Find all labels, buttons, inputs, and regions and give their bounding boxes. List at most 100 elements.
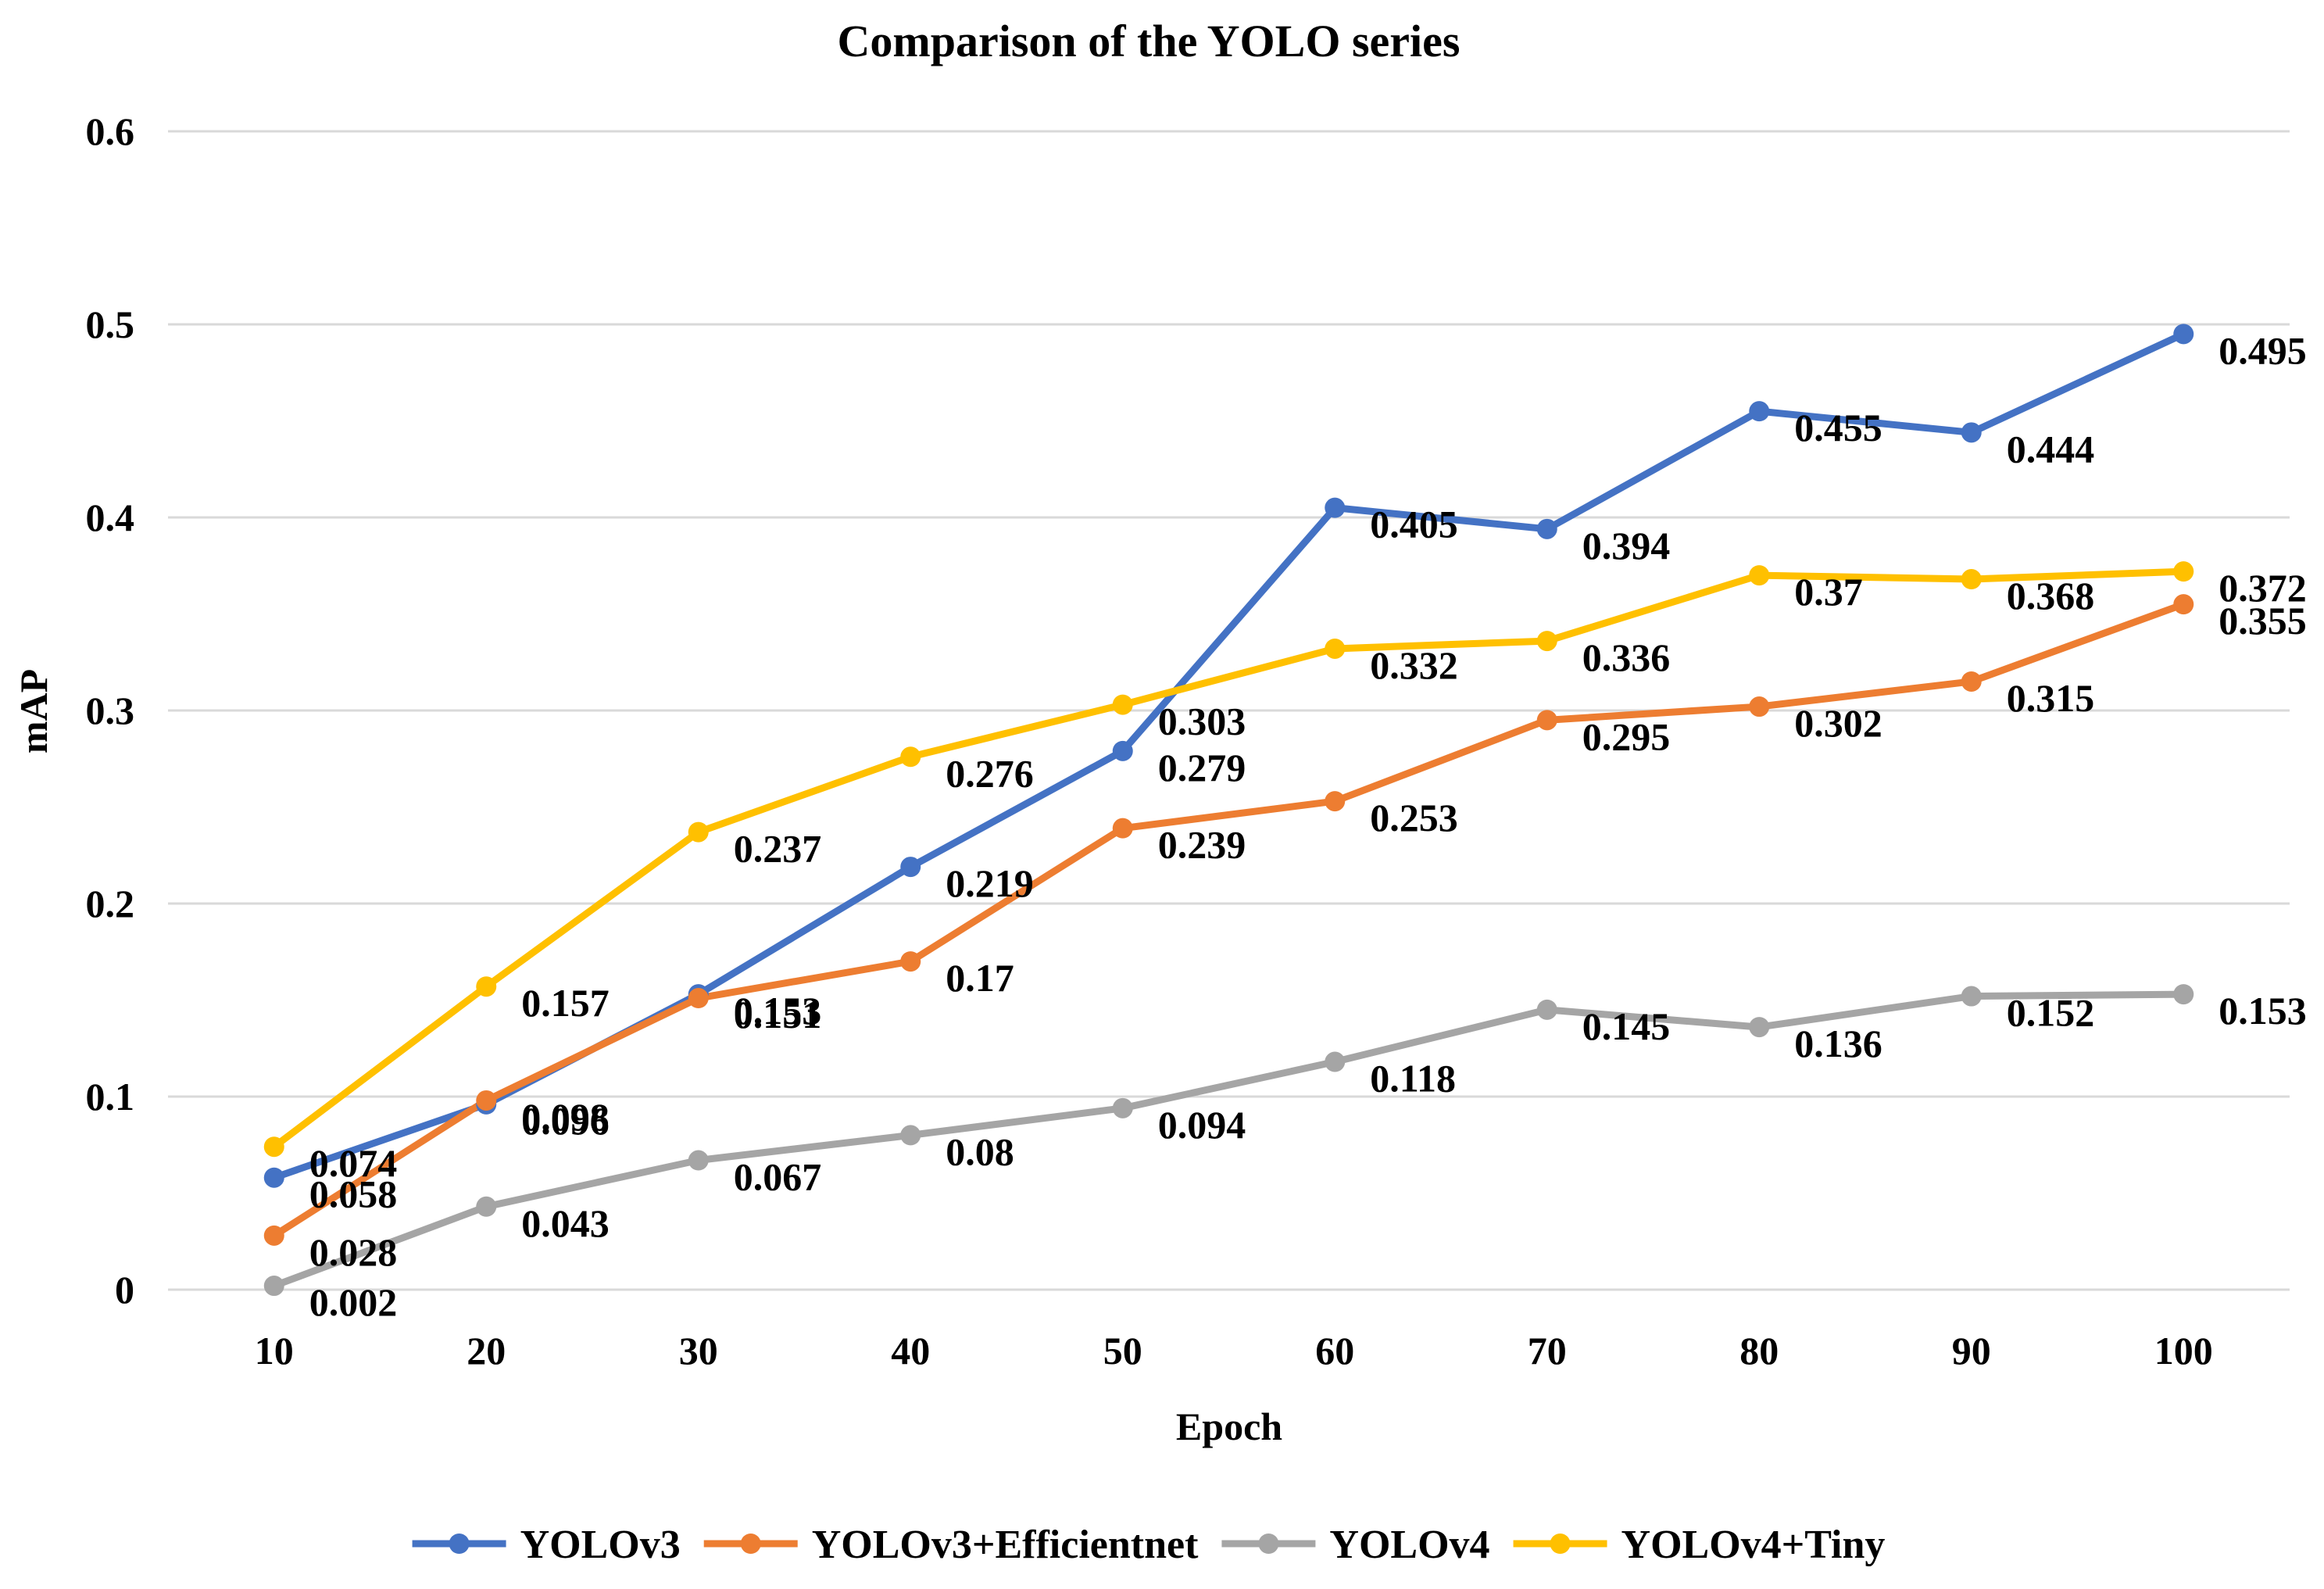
legend-label: YOLOv3 [520,1523,681,1567]
data-point [1961,422,1982,443]
x-tick-label: 60 [1315,1329,1354,1372]
data-label: 0.372 [2219,566,2307,610]
data-label: 0.37 [1794,570,1863,614]
data-label: 0.394 [1582,524,1671,567]
y-axis-label: mAP [12,669,55,753]
data-label: 0.118 [1370,1057,1456,1100]
legend-label: YOLOv4+Tiny [1621,1523,1886,1567]
data-point [2173,324,2194,345]
data-point [900,746,921,768]
y-tick-label: 0 [115,1268,134,1312]
data-point [688,821,709,843]
data-label: 0.17 [946,956,1014,1000]
data-label: 0.145 [1582,1004,1671,1048]
data-label: 0.067 [734,1155,822,1199]
data-label: 0.058 [309,1172,398,1216]
legend-marker [449,1534,470,1554]
data-point [1112,818,1133,839]
x-tick-label: 20 [467,1329,506,1372]
data-label: 0.315 [2007,676,2095,720]
data-label: 0.253 [1370,796,1458,839]
data-label: 0.002 [309,1280,398,1324]
data-point [1112,740,1133,761]
series-line [270,567,2187,1151]
legend-marker [1550,1534,1571,1554]
data-point [2173,561,2194,582]
x-tick-label: 30 [679,1329,718,1372]
data-point [1749,401,1770,422]
data-label: 0.151 [734,993,822,1036]
x-tick-label: 80 [1739,1329,1779,1372]
legend-marker [740,1534,761,1554]
data-point [1961,671,1982,692]
x-tick-label: 90 [1952,1329,1991,1372]
data-point [2173,594,2194,615]
data-label: 0.405 [1370,503,1458,546]
data-label: 0.043 [521,1201,610,1245]
data-point [263,1276,284,1297]
data-label: 0.455 [1794,406,1882,449]
legend-label: YOLOv4 [1329,1523,1489,1567]
data-label: 0.303 [1158,700,1246,743]
data-label: 0.355 [2219,599,2307,642]
y-tick-label: 0.3 [86,689,135,732]
data-point [1536,518,1557,539]
legend-item: YOLOv4+Tiny [1513,1523,1886,1567]
data-label: 0.153 [734,989,822,1032]
data-point [1325,638,1346,659]
data-point [688,988,709,1009]
x-tick-label: 10 [255,1329,294,1372]
data-point [476,976,497,997]
legend-item: YOLOv4 [1221,1523,1490,1567]
data-label: 0.157 [521,981,610,1025]
x-tick-label: 70 [1528,1329,1567,1372]
data-point [263,1225,284,1246]
data-point [1749,696,1770,718]
y-tick-label: 0.4 [86,496,135,539]
data-point [1536,999,1557,1020]
data-point [1749,565,1770,586]
series-line [270,990,2187,1290]
data-label: 0.136 [1794,1022,1882,1065]
gridlines [168,130,2290,1291]
data-point [1749,1017,1770,1038]
data-point [263,1136,284,1158]
data-point [1325,497,1346,518]
data-label: 0.368 [2007,574,2095,617]
y-tick-label: 0.5 [86,302,135,346]
y-axis-ticks: 0 0.1 0.2 0.3 0.4 0.5 0.6 [86,109,135,1312]
data-label: 0.094 [1158,1103,1246,1147]
x-axis-ticks: 10 20 30 40 50 60 70 80 90 100 [255,1329,2213,1372]
data-label: 0.219 [946,861,1034,905]
y-tick-label: 0.2 [86,882,135,925]
series-lines [270,330,2187,1290]
data-label: 0.08 [946,1129,1014,1173]
series-line [270,600,2187,1240]
legend-label: YOLOv3+Efficientnet [812,1523,1199,1567]
data-point [1961,986,1982,1007]
data-point [1536,710,1557,731]
data-label: 0.495 [2219,328,2307,372]
data-label: 0.276 [946,751,1034,795]
data-labels: 0.058 0.096 0.153 0.219 0.279 0.405 0.394 0.455… [309,328,2307,1324]
data-point [900,857,921,878]
data-point [688,1150,709,1171]
data-label: 0.237 [734,827,822,871]
x-tick-label: 50 [1103,1329,1142,1372]
data-point [1961,569,1982,590]
legend-item: YOLOv3 [412,1523,681,1567]
y-tick-label: 0.1 [86,1075,135,1118]
data-label: 0.152 [2007,991,2095,1035]
data-point [476,1090,497,1111]
data-label: 0.336 [1582,635,1671,679]
data-point [263,1167,284,1188]
data-label: 0.332 [1370,643,1458,687]
data-point [1112,1097,1133,1118]
data-point [1325,791,1346,812]
y-tick-label: 0.6 [86,109,135,153]
data-point [900,951,921,972]
data-label: 0.153 [2219,989,2307,1032]
data-point [900,1125,921,1146]
data-label: 0.096 [521,1099,610,1143]
data-label: 0.295 [1582,714,1671,758]
